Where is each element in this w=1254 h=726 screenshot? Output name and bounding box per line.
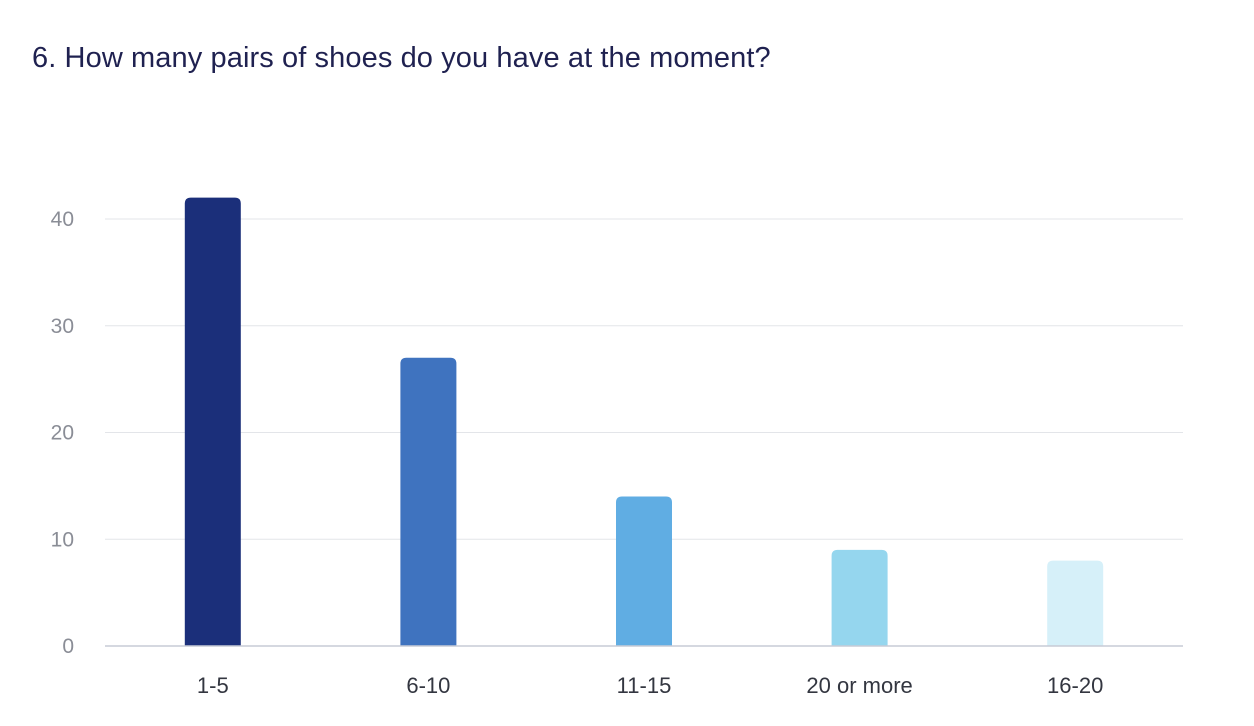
x-category-label: 16-20 xyxy=(1047,673,1103,698)
bar-1-5 xyxy=(184,197,241,646)
y-tick-label: 20 xyxy=(51,422,74,445)
x-category-label: 6-10 xyxy=(406,673,450,698)
x-category-label: 20 or more xyxy=(806,673,912,698)
bar-6-10 xyxy=(400,357,457,646)
x-category-label: 1-5 xyxy=(197,673,229,698)
chart-title: 6. How many pairs of shoes do you have a… xyxy=(32,42,771,74)
y-tick-label: 40 xyxy=(51,208,74,231)
bars xyxy=(184,197,1104,646)
grid-lines xyxy=(105,218,1183,540)
y-tick-label: 0 xyxy=(62,635,74,658)
y-tick-label: 30 xyxy=(51,315,74,338)
bar-11-15 xyxy=(616,496,672,646)
y-axis-ticks: 0 10 20 30 40 xyxy=(51,208,74,658)
bar-20-or-more xyxy=(831,549,888,646)
y-tick-label: 10 xyxy=(51,528,74,551)
bar-16-20 xyxy=(1047,560,1104,646)
x-category-label: 11-15 xyxy=(617,673,672,698)
x-axis-labels: 1-5 6-10 11-15 20 or more 16-20 xyxy=(197,673,1103,698)
